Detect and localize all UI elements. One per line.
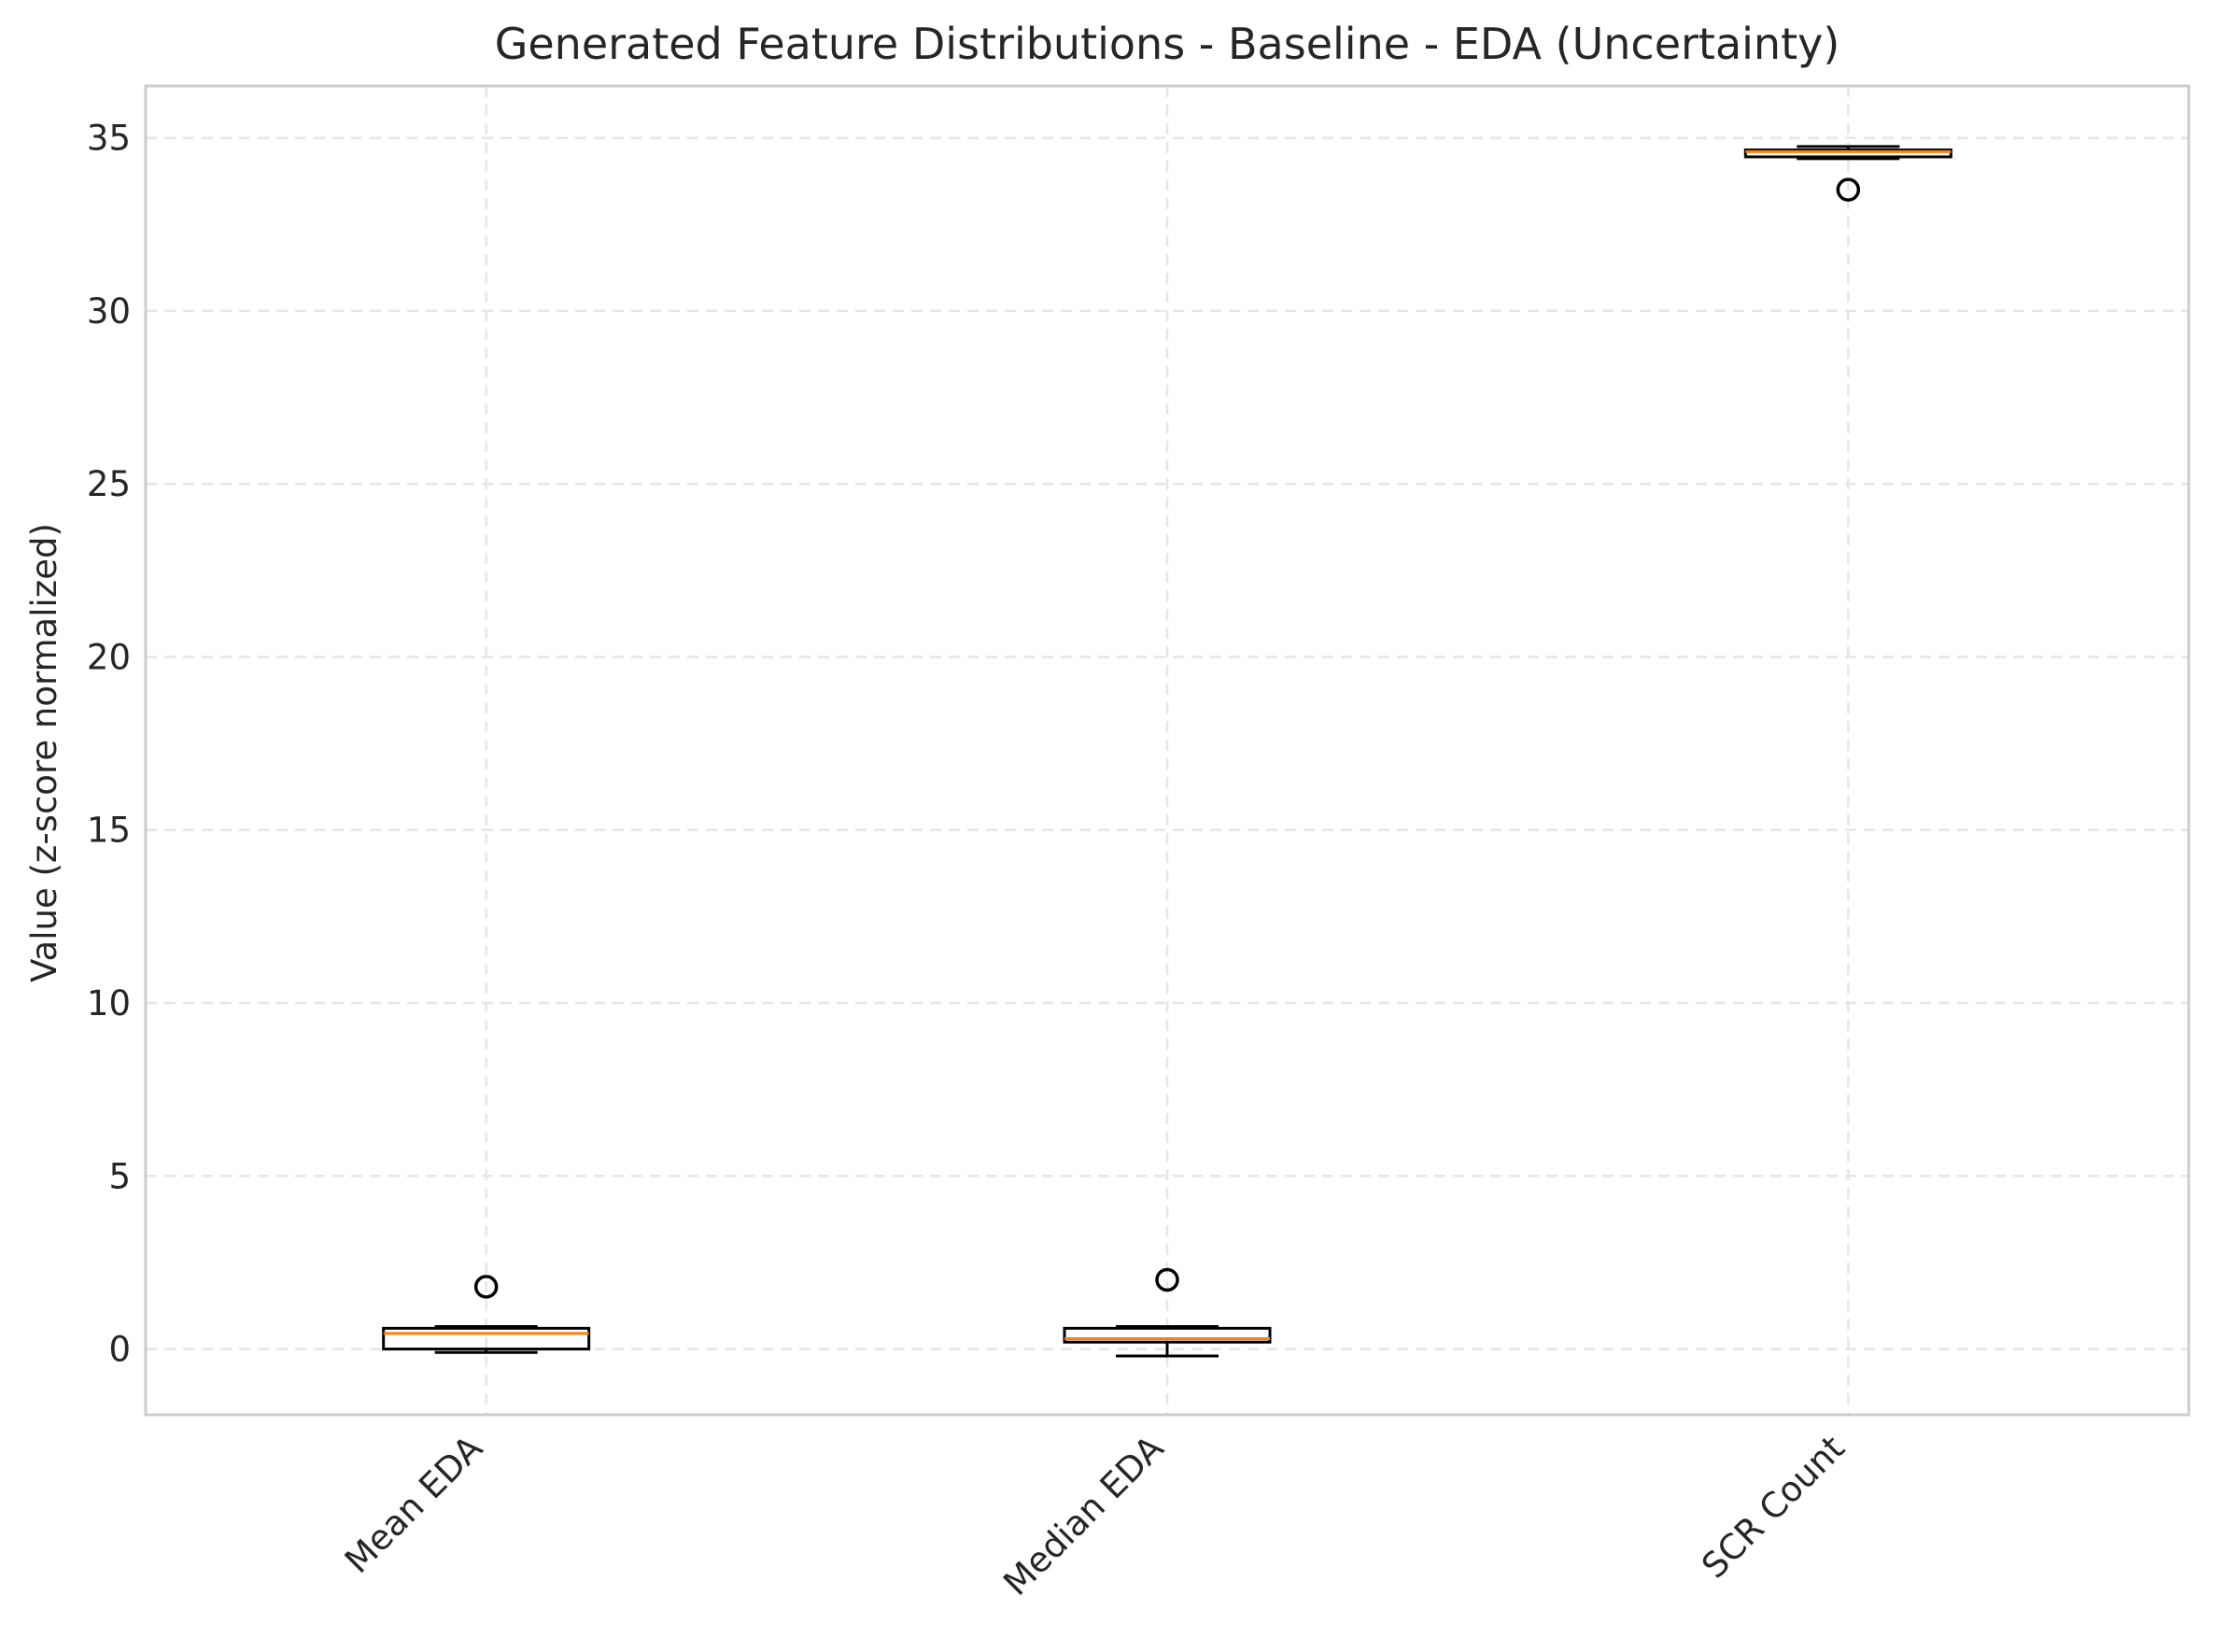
y-tick-label: 25: [87, 464, 131, 504]
y-tick-label: 5: [108, 1156, 131, 1196]
iqr-box: [382, 1326, 591, 1351]
outlier-point: [1155, 1267, 1179, 1292]
iqr-box: [1063, 1326, 1272, 1344]
plot-area-frame: [144, 84, 2191, 1417]
box-scr-count: [1743, 145, 1952, 202]
y-tick-label: 0: [108, 1330, 131, 1370]
y-tick-label: 35: [87, 119, 131, 159]
x-tick-label: Median EDA: [995, 1428, 1171, 1603]
chart-title: Generated Feature Distributions - Baseli…: [495, 19, 1840, 69]
outlier-point: [1836, 177, 1861, 202]
y-tick-label: 10: [87, 983, 131, 1024]
y-tick-label: 30: [87, 291, 131, 332]
grid-layer: [146, 86, 2189, 1415]
y-tick-label: 15: [87, 811, 131, 851]
x-tick-labels: Mean EDA Median EDA SCR Count: [337, 1428, 1853, 1603]
outlier-point: [473, 1275, 499, 1299]
box-mean-eda: [382, 1275, 591, 1354]
y-tick-label: 20: [87, 637, 131, 677]
box-layer: [382, 145, 1952, 1358]
y-axis-label: Value (z-score normalized): [24, 523, 64, 982]
box-median-eda: [1063, 1267, 1272, 1358]
iqr-box: [1743, 148, 1952, 159]
x-tick-label: Mean EDA: [337, 1428, 490, 1581]
x-tick-label: SCR Count: [1694, 1428, 1852, 1586]
y-tick-labels: 0 5 10 15 20 25 30 35: [87, 119, 131, 1370]
